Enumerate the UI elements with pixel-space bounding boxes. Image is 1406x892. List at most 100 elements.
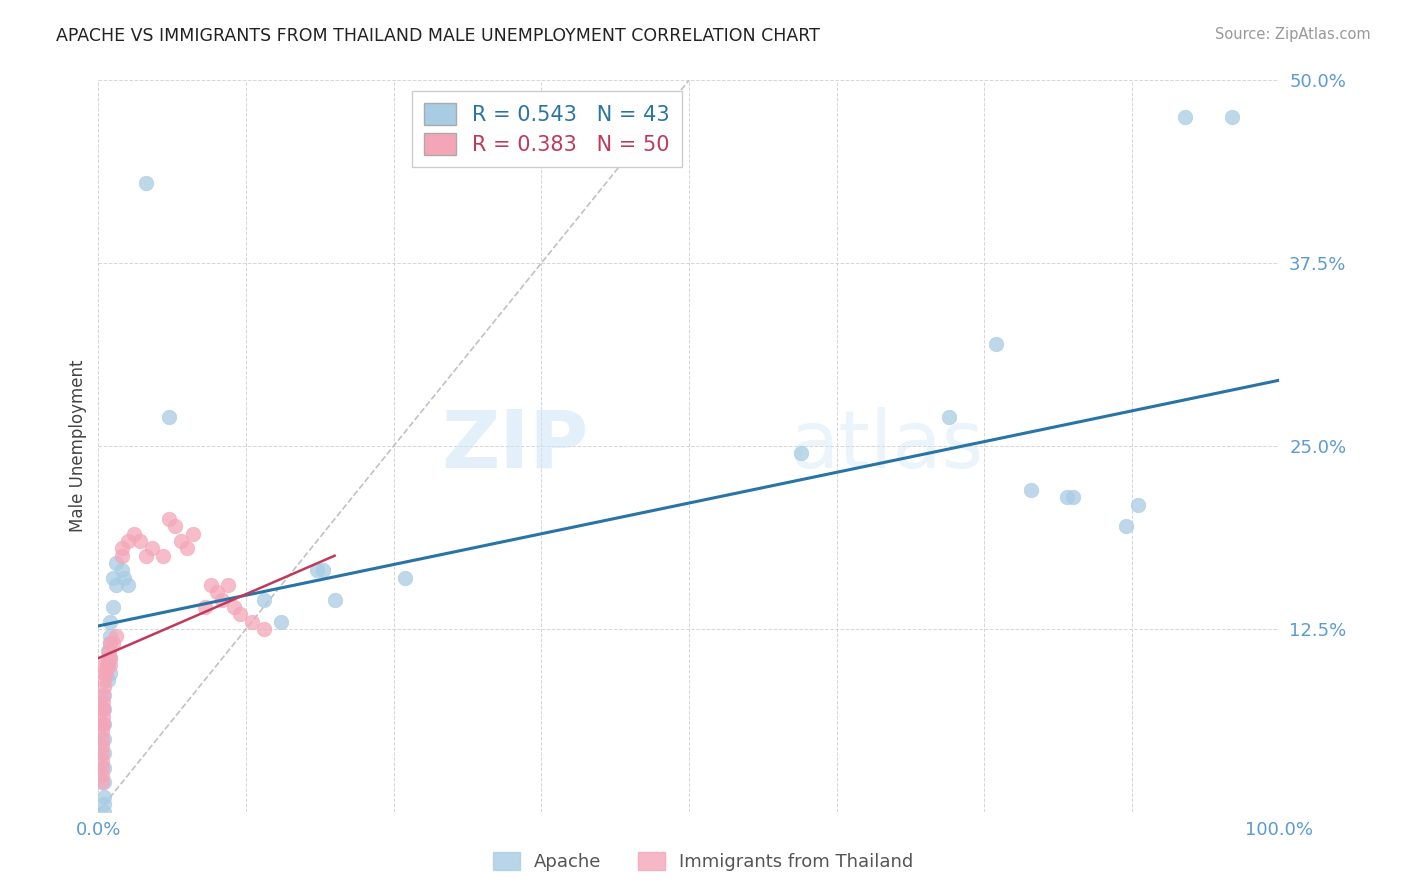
Point bbox=[141, 541, 163, 556]
Point bbox=[98, 665, 121, 680]
Point bbox=[91, 709, 114, 723]
Point bbox=[93, 688, 115, 702]
Point bbox=[97, 644, 120, 658]
Point bbox=[323, 592, 346, 607]
Point bbox=[97, 658, 120, 673]
Point bbox=[91, 702, 114, 716]
Point bbox=[93, 746, 115, 760]
Point bbox=[211, 592, 233, 607]
Point bbox=[1126, 498, 1149, 512]
Point bbox=[105, 556, 128, 570]
Point bbox=[97, 673, 120, 687]
Point bbox=[305, 563, 328, 577]
Point bbox=[984, 336, 1007, 351]
Text: atlas: atlas bbox=[789, 407, 984, 485]
Point bbox=[94, 665, 117, 680]
Point bbox=[312, 563, 335, 577]
Point bbox=[91, 768, 114, 782]
Point bbox=[181, 526, 204, 541]
Point bbox=[93, 775, 115, 789]
Point bbox=[96, 658, 118, 673]
Point bbox=[105, 629, 128, 643]
Point bbox=[91, 754, 114, 768]
Point bbox=[98, 636, 121, 650]
Text: APACHE VS IMMIGRANTS FROM THAILAND MALE UNEMPLOYMENT CORRELATION CHART: APACHE VS IMMIGRANTS FROM THAILAND MALE … bbox=[56, 27, 820, 45]
Point bbox=[270, 615, 292, 629]
Point bbox=[91, 724, 114, 739]
Point bbox=[111, 549, 134, 563]
Point bbox=[98, 615, 121, 629]
Point bbox=[98, 651, 121, 665]
Point bbox=[101, 571, 124, 585]
Point bbox=[91, 761, 114, 775]
Point bbox=[1220, 110, 1243, 124]
Point bbox=[128, 534, 150, 549]
Point bbox=[1115, 519, 1137, 533]
Text: Source: ZipAtlas.com: Source: ZipAtlas.com bbox=[1215, 27, 1371, 42]
Point bbox=[229, 607, 252, 622]
Point bbox=[157, 512, 180, 526]
Point bbox=[176, 541, 198, 556]
Point bbox=[1174, 110, 1197, 124]
Legend: R = 0.543   N = 43, R = 0.383   N = 50: R = 0.543 N = 43, R = 0.383 N = 50 bbox=[412, 91, 682, 168]
Point bbox=[111, 563, 134, 577]
Point bbox=[1021, 483, 1043, 497]
Point bbox=[93, 790, 115, 805]
Point bbox=[253, 592, 276, 607]
Point bbox=[117, 534, 139, 549]
Point bbox=[157, 409, 180, 424]
Point bbox=[98, 644, 121, 658]
Point bbox=[91, 702, 114, 716]
Point bbox=[91, 775, 114, 789]
Point bbox=[98, 629, 121, 643]
Point bbox=[101, 636, 124, 650]
Point bbox=[111, 541, 134, 556]
Legend: Apache, Immigrants from Thailand: Apache, Immigrants from Thailand bbox=[485, 845, 921, 879]
Point bbox=[93, 673, 115, 687]
Point bbox=[93, 717, 115, 731]
Point bbox=[194, 599, 217, 614]
Point bbox=[97, 651, 120, 665]
Text: ZIP: ZIP bbox=[441, 407, 589, 485]
Point bbox=[1062, 490, 1084, 504]
Point bbox=[91, 739, 114, 753]
Point bbox=[93, 702, 115, 716]
Point bbox=[93, 665, 115, 680]
Point bbox=[98, 651, 121, 665]
Point bbox=[91, 731, 114, 746]
Point bbox=[93, 761, 115, 775]
Point bbox=[91, 695, 114, 709]
Point bbox=[135, 176, 157, 190]
Point bbox=[93, 797, 115, 812]
Point bbox=[91, 746, 114, 760]
Point bbox=[224, 599, 246, 614]
Point bbox=[394, 571, 416, 585]
Point bbox=[98, 636, 121, 650]
Point bbox=[98, 658, 121, 673]
Point bbox=[101, 599, 124, 614]
Point bbox=[253, 622, 276, 636]
Point bbox=[112, 571, 135, 585]
Point bbox=[790, 446, 813, 460]
Point bbox=[93, 681, 115, 695]
Point bbox=[93, 805, 115, 819]
Point bbox=[1056, 490, 1078, 504]
Point bbox=[93, 731, 115, 746]
Point bbox=[217, 578, 239, 592]
Point bbox=[200, 578, 222, 592]
Point bbox=[240, 615, 263, 629]
Point bbox=[117, 578, 139, 592]
Point bbox=[170, 534, 193, 549]
Point bbox=[93, 658, 115, 673]
Point bbox=[91, 717, 114, 731]
Point bbox=[938, 409, 960, 424]
Point bbox=[135, 549, 157, 563]
Y-axis label: Male Unemployment: Male Unemployment bbox=[69, 359, 87, 533]
Point bbox=[205, 585, 228, 599]
Point bbox=[122, 526, 145, 541]
Point bbox=[165, 519, 187, 533]
Point bbox=[105, 578, 128, 592]
Point bbox=[152, 549, 174, 563]
Point bbox=[91, 717, 114, 731]
Point bbox=[91, 688, 114, 702]
